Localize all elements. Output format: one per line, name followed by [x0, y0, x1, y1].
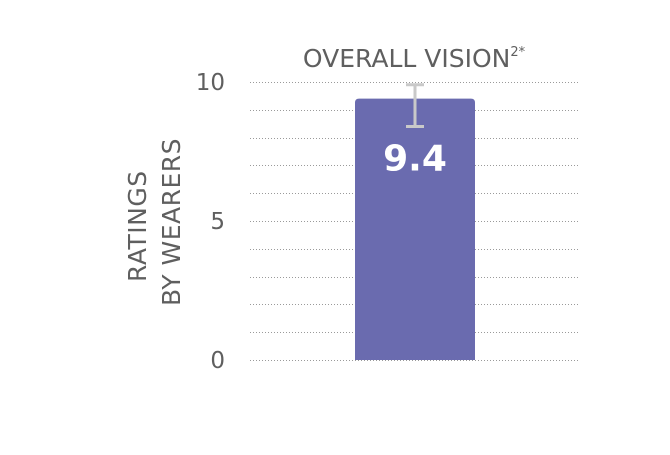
bar-value-label-0: 9.4: [383, 139, 447, 180]
bar-0: [355, 98, 475, 361]
bars: 9.4: [355, 98, 475, 361]
y-axis-label-line-2: BY WEARERS: [157, 138, 186, 306]
y-tick-label-0: 0: [210, 348, 225, 374]
error-bar-0: [406, 83, 424, 128]
y-tick-label-10: 10: [196, 70, 225, 96]
y-axis-label-line-1: RATINGS: [123, 170, 152, 282]
y-tick-label-5: 5: [210, 209, 225, 235]
y-axis-label: RATINGS BY WEARERS: [123, 138, 186, 306]
y-tick-labels: 0 5 10: [196, 70, 225, 374]
chart-title-text: OVERALL VISION: [303, 44, 511, 73]
chart-title-superscript: 2*: [510, 45, 525, 60]
chart-title: OVERALL VISION2*: [303, 44, 526, 73]
error-bars: [406, 83, 424, 128]
